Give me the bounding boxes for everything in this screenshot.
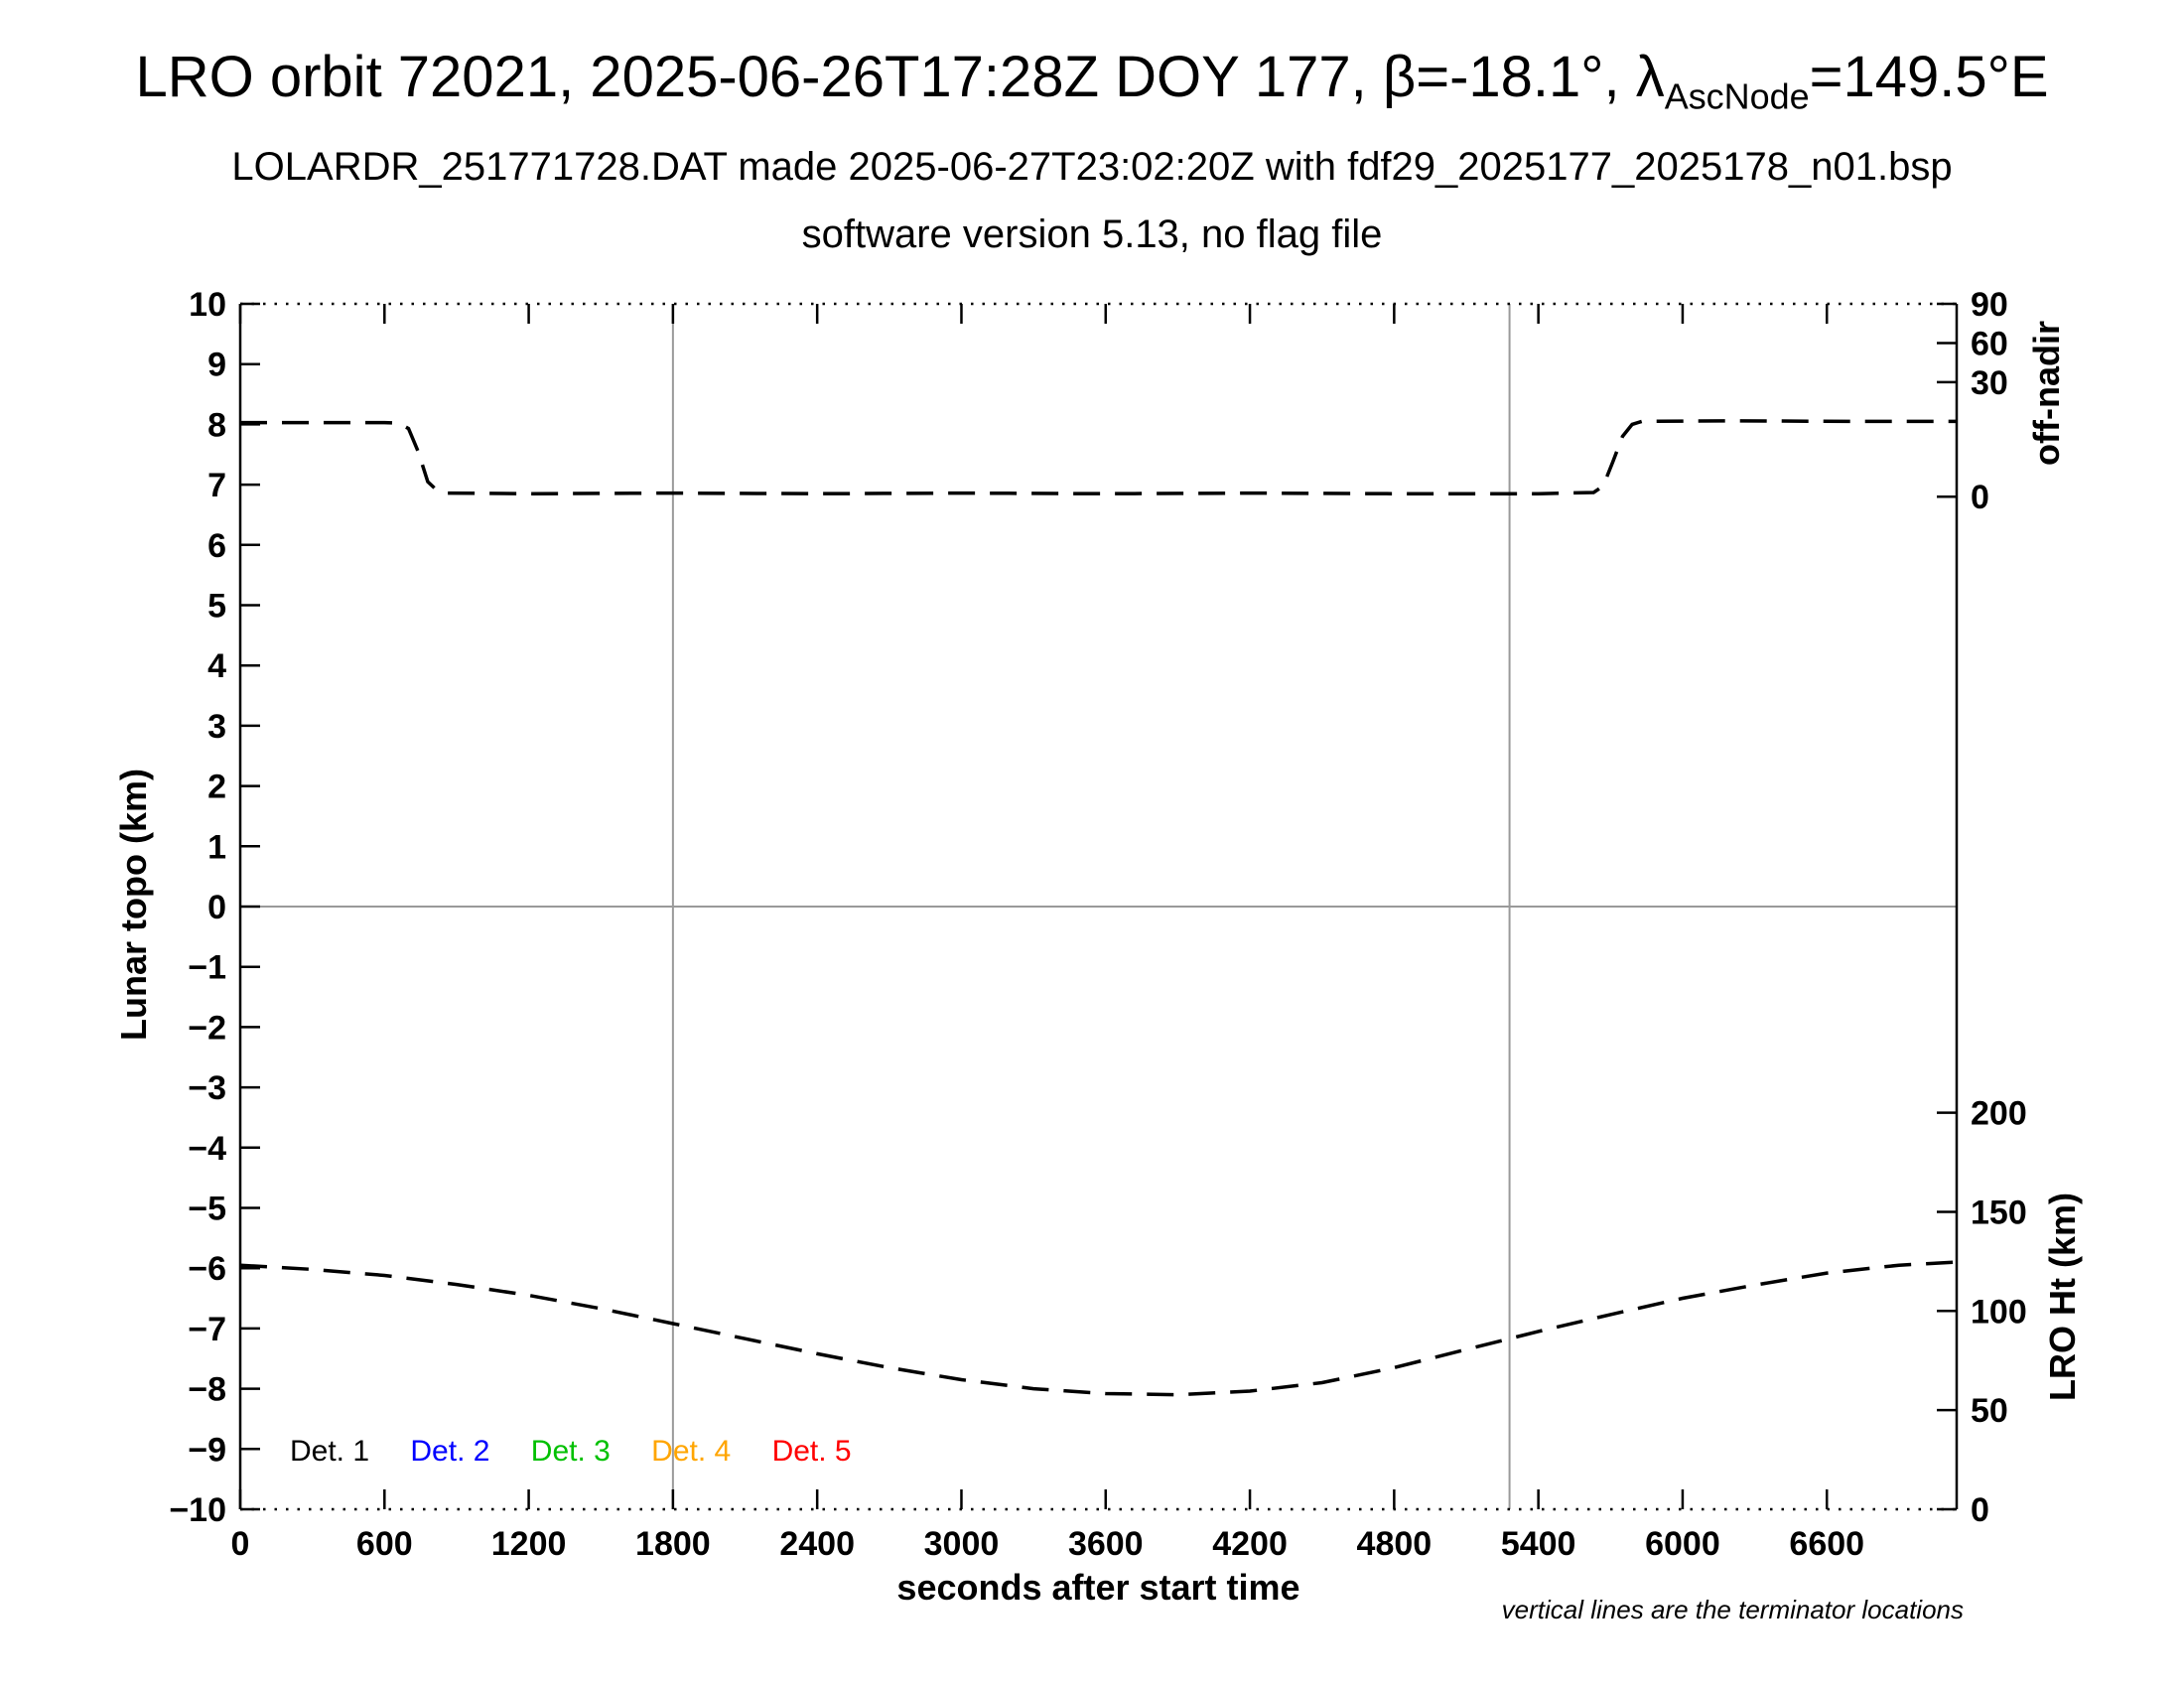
page-title-subscript: AscNode — [1664, 75, 1810, 117]
y-tick-label-left: −7 — [188, 1311, 226, 1348]
y-tick-label-left: 6 — [207, 527, 226, 565]
y-tick-label-left: −6 — [188, 1250, 226, 1288]
lro-ht-tick-label: 200 — [1971, 1095, 2027, 1133]
y-tick-label-left: −3 — [188, 1069, 226, 1107]
x-tick-label: 4800 — [1357, 1525, 1433, 1563]
y-tick-label-left: −2 — [188, 1009, 226, 1047]
x-tick-label: 600 — [356, 1525, 413, 1563]
legend-item-det-2: Det. 2 — [410, 1435, 490, 1468]
lro-ht-tick-label: 150 — [1971, 1194, 2027, 1231]
y-tick-label-left: −8 — [188, 1371, 226, 1409]
y-tick-label-left: 5 — [207, 588, 226, 626]
x-tick-label: 6600 — [1789, 1525, 1864, 1563]
legend-item-det-1: Det. 1 — [290, 1435, 370, 1468]
offnadir-tick-label: 30 — [1971, 364, 2008, 402]
series-0 — [240, 419, 1957, 495]
x-tick-label: 5400 — [1501, 1525, 1576, 1563]
subtitle-filename: LOLARDR_251771728.DAT made 2025-06-27T23… — [231, 145, 1953, 189]
x-tick-label: 1800 — [635, 1525, 711, 1563]
legend-item-det-5: Det. 5 — [771, 1435, 852, 1468]
terminator-footnote: vertical lines are the terminator locati… — [1501, 1595, 1964, 1624]
y-tick-label-left: −1 — [188, 949, 226, 987]
y-axis-label-off-nadir: off-nadir — [2026, 321, 2067, 466]
y-tick-label-left: 4 — [207, 647, 226, 685]
x-tick-label: 4200 — [1212, 1525, 1288, 1563]
subtitle-software-version: software version 5.13, no flag file — [801, 212, 1383, 256]
lro-ht-tick-label: 0 — [1971, 1491, 1989, 1529]
x-tick-label: 3000 — [924, 1525, 1000, 1563]
y-tick-label-left: −10 — [169, 1491, 226, 1529]
legend-item-det-3: Det. 3 — [530, 1435, 611, 1468]
y-tick-label-left: 7 — [207, 467, 226, 504]
y-tick-label-left: 9 — [207, 347, 226, 384]
y-tick-label-left: 2 — [207, 769, 226, 806]
x-tick-label: 3600 — [1068, 1525, 1144, 1563]
series-1 — [239, 1260, 1958, 1397]
y-axis-label-lro-ht: LRO Ht (km) — [2042, 1193, 2083, 1401]
page-title-suffix: =149.5°E — [1809, 45, 2049, 109]
page-title: LRO orbit 72021, 2025-06-26T17:28Z DOY 1… — [0, 44, 2184, 118]
lro-ht-tick-label: 50 — [1971, 1392, 2008, 1430]
y-tick-label-left: −4 — [188, 1130, 226, 1168]
y-axis-label-lunar-topo: Lunar topo (km) — [113, 769, 154, 1041]
x-tick-label: 2400 — [779, 1525, 855, 1563]
page-title-main: LRO orbit 72021, 2025-06-26T17:28Z DOY 1… — [135, 45, 1665, 109]
y-tick-label-left: 8 — [207, 406, 226, 444]
legend-item-det-4: Det. 4 — [651, 1435, 732, 1468]
x-tick-label: 1200 — [491, 1525, 567, 1563]
x-tick-label: 6000 — [1645, 1525, 1720, 1563]
y-tick-label-left: 3 — [207, 708, 226, 746]
y-tick-label-left: 1 — [207, 828, 226, 866]
offnadir-tick-label: 0 — [1971, 479, 1989, 516]
x-axis-label: seconds after start time — [896, 1567, 1300, 1608]
y-tick-label-left: −9 — [188, 1431, 226, 1469]
y-tick-label-left: 10 — [189, 286, 226, 324]
lro-ht-tick-label: 100 — [1971, 1293, 2027, 1331]
y-tick-label-left: 0 — [207, 889, 226, 926]
detector-legend: Det. 1 Det. 2 Det. 3 Det. 4 Det. 5 — [290, 1435, 885, 1469]
offnadir-tick-label: 60 — [1971, 325, 2008, 362]
x-tick-label: 0 — [231, 1525, 250, 1563]
offnadir-tick-label: 90 — [1971, 286, 2008, 324]
y-tick-label-left: −5 — [188, 1191, 226, 1228]
